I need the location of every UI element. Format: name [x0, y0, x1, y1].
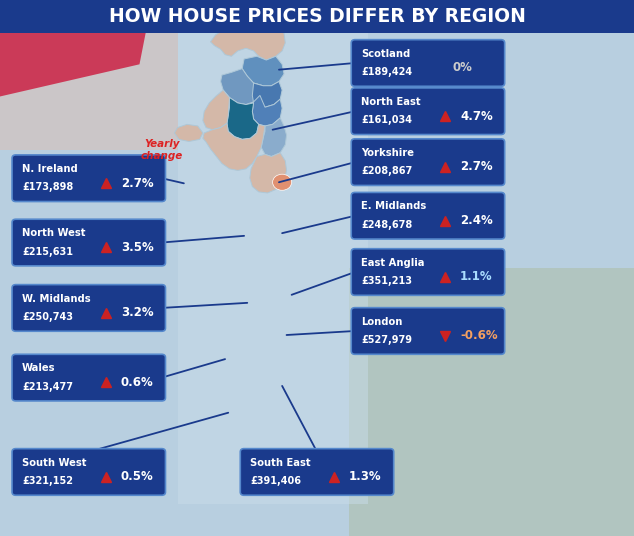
Text: North East: North East: [361, 97, 421, 107]
Text: East Anglia: East Anglia: [361, 258, 425, 268]
Polygon shape: [203, 90, 230, 130]
Text: 0%: 0%: [453, 61, 472, 75]
Text: 0.6%: 0.6%: [121, 376, 153, 389]
Text: London: London: [361, 317, 403, 327]
Text: 1.1%: 1.1%: [460, 270, 493, 284]
Text: 0.5%: 0.5%: [121, 470, 153, 483]
Text: -0.6%: -0.6%: [460, 329, 498, 343]
Text: Yorkshire: Yorkshire: [361, 148, 415, 158]
Polygon shape: [252, 95, 282, 126]
Polygon shape: [261, 118, 287, 157]
Text: £215,631: £215,631: [22, 247, 73, 257]
FancyBboxPatch shape: [351, 192, 505, 239]
Polygon shape: [174, 124, 203, 142]
FancyBboxPatch shape: [351, 308, 505, 354]
Text: £250,743: £250,743: [22, 312, 73, 322]
Polygon shape: [221, 69, 263, 105]
Text: Wales: Wales: [22, 363, 56, 374]
Bar: [178, 21, 368, 504]
Polygon shape: [250, 153, 287, 193]
Polygon shape: [242, 56, 284, 86]
Polygon shape: [252, 81, 282, 107]
Text: 3.5%: 3.5%: [121, 241, 153, 254]
Text: HOW HOUSE PRICES DIFFER BY REGION: HOW HOUSE PRICES DIFFER BY REGION: [108, 7, 526, 26]
Text: £173,898: £173,898: [22, 182, 74, 192]
Polygon shape: [0, 0, 178, 150]
Polygon shape: [349, 268, 634, 536]
Text: E. Midlands: E. Midlands: [361, 202, 427, 212]
Text: 2.7%: 2.7%: [121, 176, 153, 190]
Text: £248,678: £248,678: [361, 220, 413, 230]
Polygon shape: [0, 0, 152, 96]
FancyBboxPatch shape: [12, 354, 165, 401]
Polygon shape: [203, 123, 265, 170]
Text: South East: South East: [250, 458, 311, 468]
Text: £527,979: £527,979: [361, 335, 412, 345]
Text: Yearly
change: Yearly change: [141, 139, 183, 161]
FancyBboxPatch shape: [12, 155, 165, 202]
Text: £351,213: £351,213: [361, 276, 412, 286]
Text: 4.7%: 4.7%: [460, 109, 493, 123]
FancyBboxPatch shape: [12, 449, 165, 495]
Polygon shape: [227, 98, 259, 139]
Text: N. Ireland: N. Ireland: [22, 164, 78, 174]
Text: 2.7%: 2.7%: [460, 160, 493, 174]
Text: £391,406: £391,406: [250, 476, 301, 486]
Text: £321,152: £321,152: [22, 476, 73, 486]
FancyBboxPatch shape: [12, 219, 165, 266]
Bar: [0, 0, 634, 33]
Text: 3.2%: 3.2%: [121, 306, 153, 319]
Text: £208,867: £208,867: [361, 166, 413, 176]
Text: £213,477: £213,477: [22, 382, 73, 392]
FancyBboxPatch shape: [351, 249, 505, 295]
Text: W. Midlands: W. Midlands: [22, 294, 91, 304]
FancyBboxPatch shape: [351, 139, 505, 185]
Text: £189,424: £189,424: [361, 67, 413, 77]
FancyBboxPatch shape: [12, 285, 165, 331]
Text: 2.4%: 2.4%: [460, 214, 493, 227]
FancyBboxPatch shape: [351, 88, 505, 135]
Text: North West: North West: [22, 228, 86, 239]
Polygon shape: [210, 21, 285, 60]
Text: Scotland: Scotland: [361, 49, 411, 59]
Text: 1.3%: 1.3%: [349, 470, 382, 483]
Text: £161,034: £161,034: [361, 115, 412, 125]
FancyBboxPatch shape: [351, 40, 505, 86]
Circle shape: [273, 174, 292, 190]
FancyBboxPatch shape: [240, 449, 394, 495]
Text: South West: South West: [22, 458, 87, 468]
